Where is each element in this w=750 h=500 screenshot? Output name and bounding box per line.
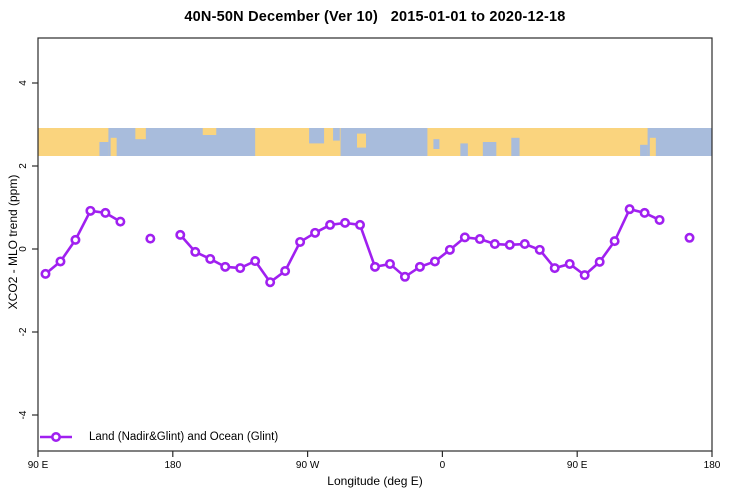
data-point-marker bbox=[639, 207, 650, 218]
data-point-marker bbox=[190, 246, 201, 257]
y-tick-label: -4 bbox=[18, 410, 29, 419]
map-band-water-patch bbox=[99, 142, 109, 156]
map-band-water-patch bbox=[511, 137, 520, 156]
legend-marker-icon bbox=[40, 431, 72, 442]
data-point-marker bbox=[519, 239, 530, 250]
y-tick-label: -2 bbox=[18, 327, 29, 336]
x-tick-label: 90 W bbox=[296, 460, 320, 471]
data-point-marker bbox=[414, 261, 425, 272]
data-point-marker bbox=[369, 261, 380, 272]
data-point-marker bbox=[250, 256, 261, 267]
map-band-water-patch bbox=[433, 139, 440, 149]
y-tick-label: 4 bbox=[18, 80, 29, 86]
data-point-marker bbox=[295, 236, 306, 247]
y-tick-label: 0 bbox=[18, 246, 29, 252]
data-point-marker bbox=[384, 258, 395, 269]
x-tick-label: 180 bbox=[164, 460, 181, 471]
legend-label: Land (Nadir&Glint) and Ocean (Glint) bbox=[89, 430, 279, 443]
data-point-marker bbox=[534, 244, 545, 255]
data-point-marker bbox=[429, 256, 440, 267]
data-point-marker bbox=[609, 236, 620, 247]
map-band-water-patch bbox=[333, 128, 340, 141]
data-point-marker bbox=[340, 217, 351, 228]
data-point-marker bbox=[70, 234, 81, 245]
map-band-land-patch bbox=[357, 133, 367, 148]
data-point-marker bbox=[579, 270, 590, 281]
data-point-marker bbox=[684, 232, 695, 243]
data-point-marker bbox=[175, 229, 186, 240]
data-point-marker bbox=[624, 204, 635, 215]
data-point-marker bbox=[220, 261, 231, 272]
data-point-marker bbox=[280, 265, 291, 276]
map-band-water-patch bbox=[482, 142, 497, 156]
x-tick-label: 0 bbox=[440, 460, 446, 471]
x-axis-title: Longitude (deg E) bbox=[327, 474, 423, 488]
data-point-marker bbox=[265, 277, 276, 288]
map-band-water-patch bbox=[460, 143, 468, 156]
chart-title: 40N-50N December (Ver 10) 2015-01-01 to … bbox=[184, 9, 566, 25]
data-point-marker bbox=[489, 239, 500, 250]
data-point-marker bbox=[549, 263, 560, 274]
x-tick-label: 90 E bbox=[567, 460, 588, 471]
y-axis-title: XCO2 - MLO trend (ppm) bbox=[6, 174, 20, 310]
data-point-marker bbox=[399, 271, 410, 282]
data-point-marker bbox=[654, 214, 665, 225]
map-band-land-patch bbox=[110, 137, 117, 156]
map-band-ocean-segment bbox=[340, 128, 428, 156]
data-point-marker bbox=[115, 216, 126, 227]
map-band-ocean-segment bbox=[647, 128, 712, 156]
data-point-marker bbox=[474, 234, 485, 245]
map-band-land-patch bbox=[135, 128, 146, 140]
map-band-water-patch bbox=[309, 128, 325, 144]
data-point-marker bbox=[325, 219, 336, 230]
x-tick-label: 180 bbox=[704, 460, 721, 471]
x-tick-label: 90 E bbox=[28, 460, 49, 471]
data-point-marker bbox=[504, 239, 515, 250]
map-band-water-patch bbox=[640, 144, 648, 156]
data-point-marker bbox=[205, 253, 216, 264]
data-point-marker bbox=[594, 256, 605, 267]
data-point-marker bbox=[310, 227, 321, 238]
data-point-marker bbox=[564, 258, 575, 269]
data-point-marker bbox=[444, 244, 455, 255]
plot-box bbox=[37, 37, 713, 452]
data-point-marker bbox=[55, 256, 66, 267]
data-point-marker bbox=[145, 233, 156, 244]
map-band-land-patch bbox=[202, 128, 217, 135]
data-point-marker bbox=[459, 232, 470, 243]
data-point-marker bbox=[235, 263, 246, 274]
y-tick-label: 2 bbox=[18, 163, 29, 169]
data-point-marker bbox=[355, 219, 366, 230]
data-point-marker bbox=[100, 207, 111, 218]
data-point-marker bbox=[85, 205, 96, 216]
map-band-ocean-segment bbox=[108, 128, 256, 156]
map-band-land-patch bbox=[649, 137, 656, 156]
legend: Land (Nadir&Glint) and Ocean (Glint) bbox=[38, 428, 278, 445]
data-point-marker bbox=[40, 268, 51, 279]
